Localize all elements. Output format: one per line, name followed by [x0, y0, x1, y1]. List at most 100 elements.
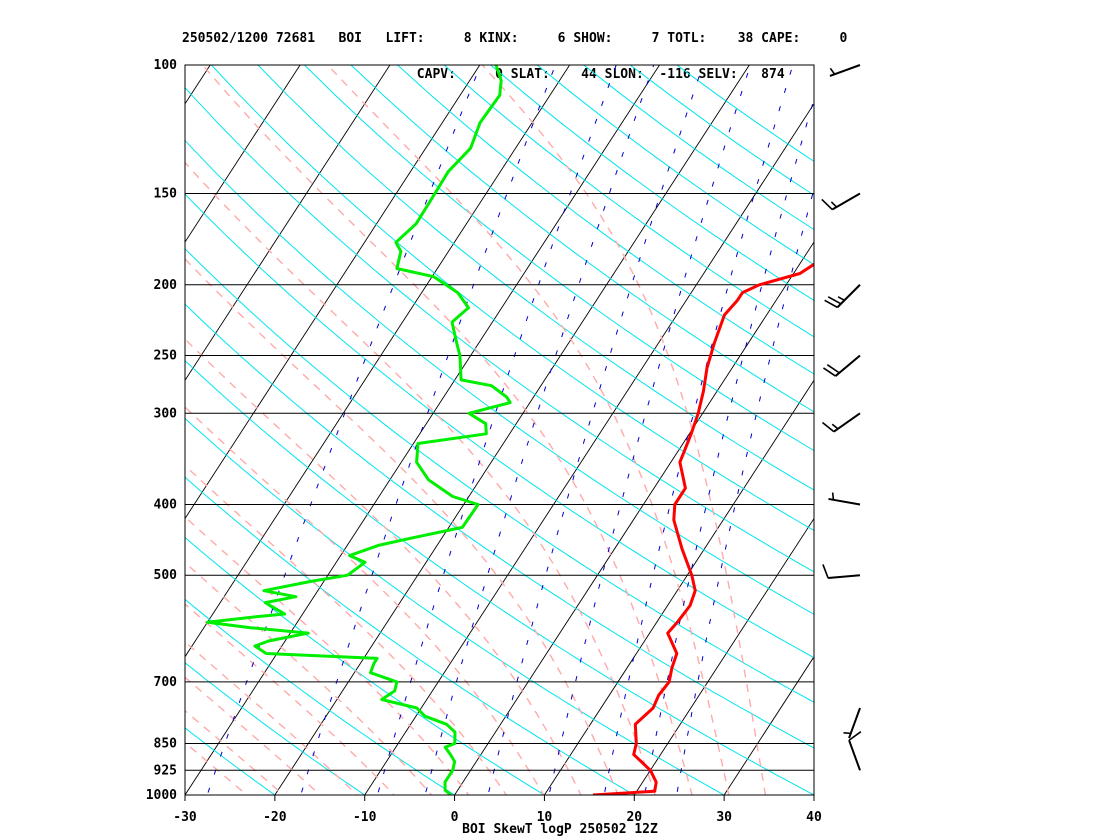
- pressure-tick-label: 250: [154, 348, 178, 363]
- dry-adiabat-line: [443, 65, 814, 338]
- mixing-ratio-line: [206, 65, 482, 795]
- wind-barb-staff: [828, 497, 861, 506]
- temperature-tick-label: -10: [353, 810, 377, 825]
- moist-adiabat-line: [202, 65, 693, 795]
- isotherm-line: [0, 49, 41, 811]
- wind-barb-staff: [834, 354, 861, 377]
- pressure-tick-label: 925: [154, 763, 177, 778]
- plot-frame: [184, 64, 815, 796]
- dry-adiabat-line: [185, 86, 814, 573]
- wind-barb-feather: [827, 296, 842, 305]
- pressure-tick-labels: 100 150 200 250 300 400 500 700 850 925 1000: [146, 58, 177, 803]
- dry-adiabat-line: [185, 727, 276, 795]
- dry-adiabat-line: [676, 65, 814, 162]
- moist-adiabat-line: [185, 603, 396, 795]
- pressure-tick-label: 700: [154, 675, 178, 690]
- moist-adiabat-line: [185, 561, 433, 795]
- wind-barb-staff: [836, 284, 861, 309]
- wind-barb-half-feather: [831, 492, 835, 500]
- sounding-header: 250502/1200 72681 BOI LIFT: 8 KINX: 6 SH…: [182, 9, 847, 93]
- wind-barb-feather: [824, 299, 838, 309]
- wind-barb-staff: [829, 64, 861, 77]
- dry-adiabat-line: [185, 193, 814, 659]
- dry-adiabat-line: [257, 65, 814, 491]
- temperature-tick-label: 20: [626, 810, 642, 825]
- dry-adiabat-line: [629, 65, 814, 196]
- wind-barb-half-feather: [831, 423, 839, 430]
- temperature-tick-label: -30: [173, 810, 197, 825]
- wind-barb-feather: [848, 731, 862, 741]
- wind-barb-feather: [822, 564, 829, 579]
- wind-barb: [822, 354, 861, 377]
- dry-adiabat-line: [185, 598, 456, 795]
- wind-barbs: [821, 64, 862, 771]
- mixing-ratio-line: [644, 97, 814, 795]
- dry-adiabat-line: [490, 65, 814, 301]
- isotherm-line: [185, 65, 481, 520]
- isotherm-line: [633, 517, 814, 795]
- dry-adiabat-line: [185, 794, 186, 795]
- dry-adiabat-line: [185, 139, 814, 615]
- temperature-tick-label: -20: [263, 810, 287, 825]
- pressure-tick-label: 150: [154, 187, 178, 202]
- wind-barb-half-feather: [843, 732, 851, 735]
- temperature-tick-label: 0: [451, 810, 459, 825]
- wind-barb-staff: [833, 412, 861, 433]
- wind-barb-feather: [822, 367, 836, 377]
- wind-barb: [828, 492, 861, 506]
- dry-adiabat-line: [211, 65, 814, 532]
- wind-barb-staff: [831, 192, 861, 211]
- isotherm-line: [723, 655, 814, 795]
- moist-adiabat-line: [327, 65, 730, 795]
- moist-adiabat-line: [185, 406, 545, 795]
- moist-adiabat-line: [185, 161, 656, 795]
- background-lines: [0, 49, 814, 811]
- pressure-tick-label: 1000: [146, 788, 177, 803]
- mixing-ratio-line: [548, 65, 751, 795]
- moist-adiabat-line: [481, 65, 767, 795]
- wind-barb-half-feather: [829, 67, 836, 75]
- moist-adiabat-line: [185, 516, 470, 795]
- wind-barb-half-feather: [830, 201, 838, 208]
- isotherm-line: [185, 65, 661, 795]
- isotherm-line: [185, 65, 391, 382]
- temperature-tick-label: 40: [806, 810, 822, 825]
- moist-adiabat-line: [185, 709, 285, 795]
- dry-adiabat-line: [185, 303, 814, 749]
- pressure-tick-label: 500: [154, 568, 178, 583]
- isotherm-line: [185, 65, 301, 243]
- dewpoint-profile: [205, 65, 512, 795]
- wind-barb: [824, 284, 861, 309]
- temperature-tick-label: 30: [716, 810, 732, 825]
- dry-adiabat-line: [185, 360, 814, 795]
- dry-adiabat-line: [304, 65, 814, 452]
- dry-adiabat-line: [185, 662, 366, 795]
- wind-barb: [848, 731, 862, 771]
- wind-barb: [821, 412, 861, 433]
- dry-adiabat-line: [397, 65, 814, 375]
- wind-barb: [822, 564, 861, 580]
- wind-barb-feather: [821, 421, 835, 433]
- pressure-tick-label: 850: [154, 736, 178, 751]
- temperature-tick-labels: -30 -20 -10 0 10 20 30 40: [173, 795, 822, 825]
- wind-barb-half-feather: [837, 296, 845, 302]
- moist-adiabat-line: [185, 338, 582, 795]
- wind-barb: [829, 64, 861, 77]
- pressure-tick-label: 200: [154, 278, 178, 293]
- wind-barb-staff: [848, 739, 861, 771]
- isotherm-line: [813, 794, 814, 795]
- pressure-tick-label: 100: [154, 58, 178, 73]
- dry-adiabat-line: [185, 536, 546, 795]
- dry-adiabat-line: [185, 417, 726, 795]
- mixing-ratio-line: [676, 187, 814, 795]
- dry-adiabat-line: [583, 65, 814, 231]
- wind-barb: [843, 707, 861, 739]
- chart-title: BOI SkewT logP 250502 12Z: [462, 822, 658, 837]
- isotherm-line: [185, 65, 211, 105]
- wind-barb-feather: [826, 364, 840, 374]
- isotherm-line: [185, 65, 571, 658]
- wind-barb-staff: [848, 707, 861, 739]
- moist-adiabat-line: [185, 676, 322, 795]
- profiles: [205, 65, 814, 795]
